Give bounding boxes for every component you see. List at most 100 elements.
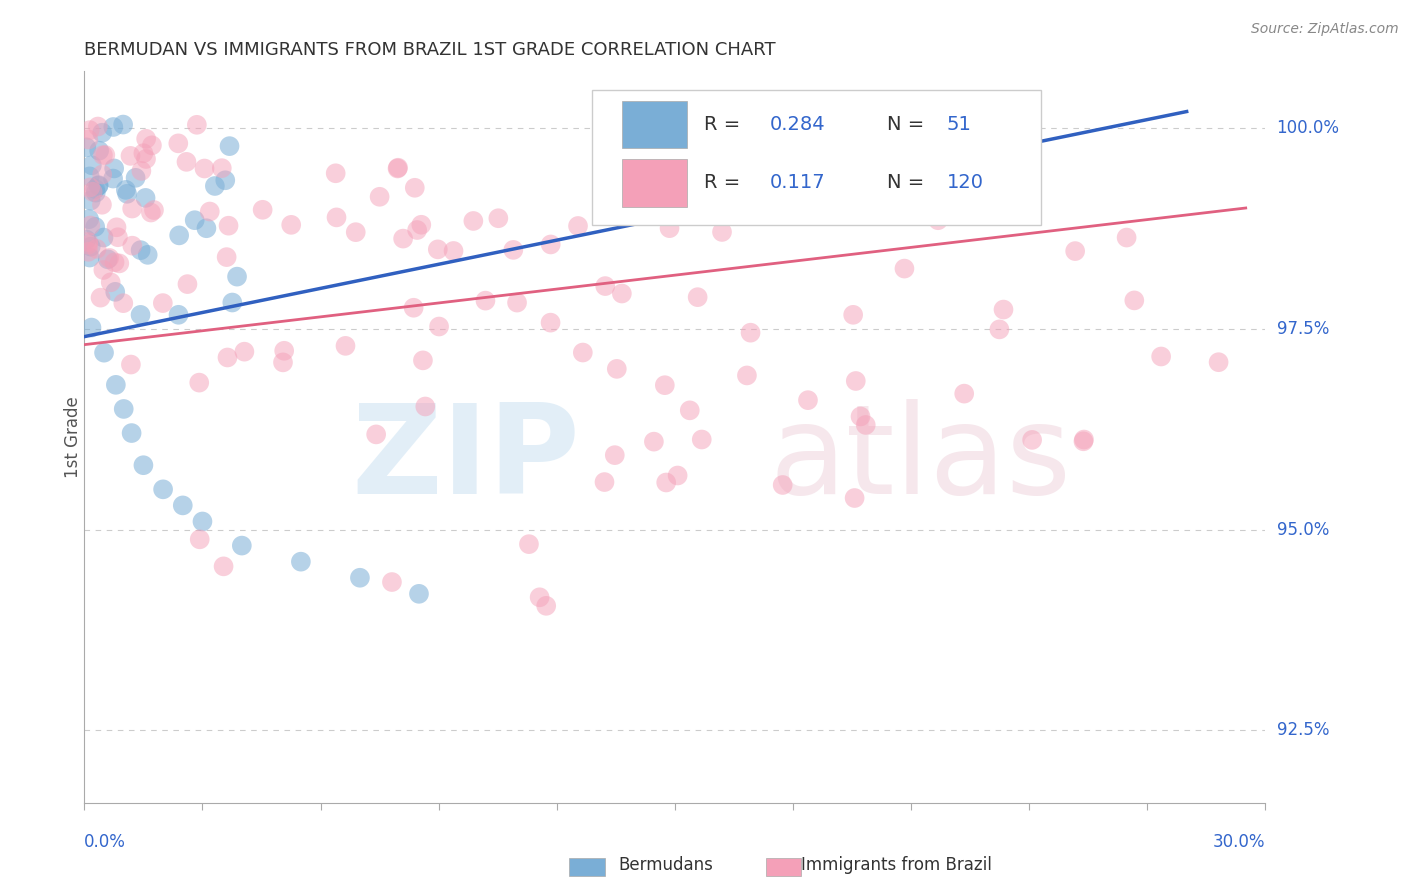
Point — [89, 291, 111, 305]
Text: ZIP: ZIP — [352, 399, 581, 519]
Point — [1064, 244, 1087, 258]
Point — [893, 261, 915, 276]
Point — [686, 290, 709, 304]
Text: 95.0%: 95.0% — [1277, 521, 1329, 539]
Point — [1073, 433, 1095, 447]
Point — [120, 358, 142, 372]
Point — [654, 378, 676, 392]
Text: 97.5%: 97.5% — [1277, 319, 1329, 337]
Point — [139, 205, 162, 219]
Point — [91, 168, 114, 182]
Point — [215, 250, 238, 264]
Point — [408, 587, 430, 601]
Text: 0.0%: 0.0% — [84, 833, 127, 851]
Point — [91, 198, 114, 212]
Point — [75, 140, 97, 154]
Point — [797, 393, 820, 408]
Point — [849, 409, 872, 424]
Point — [218, 139, 240, 153]
Text: R =: R = — [704, 114, 747, 134]
Text: Source: ZipAtlas.com: Source: ZipAtlas.com — [1251, 22, 1399, 37]
Point — [643, 434, 665, 449]
Text: Bermudans: Bermudans — [619, 856, 713, 874]
Point — [136, 248, 159, 262]
Point — [413, 400, 436, 414]
Point — [427, 319, 450, 334]
Point — [84, 219, 107, 234]
Point — [172, 499, 194, 513]
Point — [77, 244, 100, 259]
Point — [167, 308, 190, 322]
Point — [252, 202, 274, 217]
Point — [80, 239, 103, 253]
Point — [112, 118, 135, 132]
Point — [567, 219, 589, 233]
Point — [387, 161, 409, 175]
Point — [82, 185, 104, 199]
Point — [540, 316, 562, 330]
Point — [112, 296, 135, 310]
Point — [211, 161, 233, 176]
Point — [1073, 434, 1095, 449]
Point — [655, 475, 678, 490]
Point — [273, 343, 295, 358]
Point — [79, 180, 101, 194]
Point — [366, 427, 388, 442]
Text: 120: 120 — [946, 173, 984, 192]
Point — [740, 326, 762, 340]
Point — [86, 242, 108, 256]
Point — [368, 190, 391, 204]
Text: R =: R = — [704, 173, 754, 192]
Point — [534, 599, 557, 613]
Point — [218, 219, 240, 233]
Point — [97, 252, 120, 267]
Point — [124, 170, 146, 185]
Point — [658, 221, 681, 235]
Point — [129, 243, 152, 257]
Point — [89, 144, 111, 158]
Point — [325, 166, 347, 180]
Point — [84, 186, 107, 200]
Point — [679, 403, 702, 417]
Point — [231, 539, 253, 553]
Point — [93, 345, 115, 359]
Point — [1208, 355, 1230, 369]
Point — [1115, 230, 1137, 244]
Point — [335, 339, 357, 353]
Point — [80, 158, 103, 172]
Point — [845, 374, 868, 388]
Point — [94, 148, 117, 162]
Point — [411, 218, 433, 232]
Point — [176, 154, 198, 169]
Point — [121, 202, 143, 216]
Point — [463, 214, 485, 228]
Point — [77, 212, 100, 227]
Text: Immigrants from Brazil: Immigrants from Brazil — [801, 856, 993, 874]
Point — [226, 269, 249, 284]
Point — [233, 344, 256, 359]
Text: 0.284: 0.284 — [769, 114, 825, 134]
Point — [191, 515, 214, 529]
Point — [143, 202, 166, 217]
Point — [87, 178, 110, 193]
Point — [108, 256, 131, 270]
Point — [79, 169, 101, 184]
Point — [772, 478, 794, 492]
Point — [121, 425, 143, 440]
Point — [183, 213, 205, 227]
Point — [77, 235, 100, 249]
Point — [188, 533, 211, 547]
Text: 92.5%: 92.5% — [1277, 722, 1329, 739]
Point — [79, 123, 101, 137]
Text: 0.117: 0.117 — [769, 173, 825, 192]
FancyBboxPatch shape — [621, 101, 686, 148]
Point — [87, 120, 110, 134]
FancyBboxPatch shape — [621, 159, 686, 207]
Point — [135, 152, 157, 166]
Point — [204, 179, 226, 194]
Point — [104, 377, 127, 392]
Point — [540, 237, 562, 252]
Point — [198, 204, 221, 219]
Point — [141, 138, 163, 153]
Point — [101, 171, 124, 186]
